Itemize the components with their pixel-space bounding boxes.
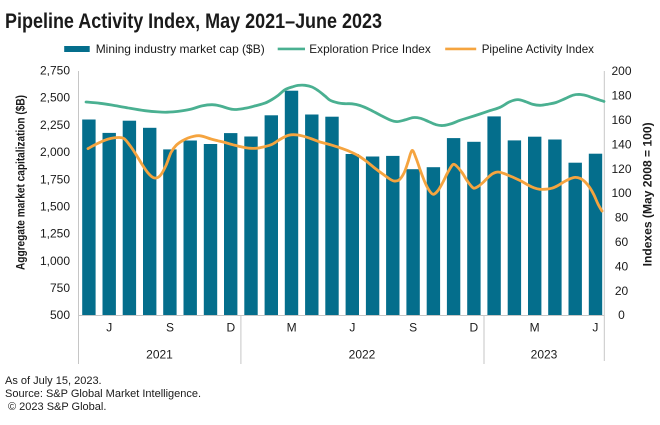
- svg-text:Source: S&P Global Market Inte: Source: S&P Global Market Intelligence.: [5, 388, 201, 400]
- svg-text:M: M: [530, 321, 540, 335]
- svg-text:2022: 2022: [349, 348, 376, 362]
- svg-text:Pipeline Activity Index: Pipeline Activity Index: [482, 42, 594, 56]
- svg-text:Aggregate market capitalizatio: Aggregate market capitalization ($B): [14, 95, 28, 270]
- svg-text:S: S: [166, 321, 174, 335]
- svg-text:1,500: 1,500: [40, 199, 70, 213]
- svg-text:200: 200: [611, 64, 631, 78]
- svg-text:1,750: 1,750: [40, 172, 70, 186]
- svg-text:© 2023 S&P Global.: © 2023 S&P Global.: [8, 401, 106, 413]
- svg-text:S: S: [409, 321, 417, 335]
- svg-text:80: 80: [615, 211, 629, 225]
- svg-text:750: 750: [50, 281, 70, 295]
- svg-text:Mining industry market cap ($B: Mining industry market cap ($B): [96, 42, 265, 56]
- svg-text:40: 40: [615, 259, 629, 273]
- svg-text:J: J: [106, 321, 112, 335]
- svg-text:140: 140: [611, 137, 631, 151]
- svg-text:Exploration Price Index: Exploration Price Index: [309, 42, 431, 56]
- svg-text:2023: 2023: [531, 348, 558, 362]
- svg-text:500: 500: [50, 308, 70, 322]
- svg-text:160: 160: [611, 113, 631, 127]
- svg-text:Pipeline Activity Index, May 2: Pipeline Activity Index, May 2021–June 2…: [5, 10, 382, 33]
- svg-text:M: M: [287, 321, 297, 335]
- svg-text:120: 120: [611, 162, 631, 176]
- svg-text:1,000: 1,000: [40, 254, 70, 268]
- svg-text:2021: 2021: [146, 348, 173, 362]
- svg-text:2,750: 2,750: [40, 64, 70, 78]
- svg-text:1,250: 1,250: [40, 227, 70, 241]
- svg-text:2,000: 2,000: [40, 145, 70, 159]
- svg-text:60: 60: [615, 235, 629, 249]
- svg-text:Indexes (May 2008 = 100): Indexes (May 2008 = 100): [641, 122, 655, 266]
- svg-text:2,250: 2,250: [40, 118, 70, 132]
- svg-text:J: J: [349, 321, 355, 335]
- svg-text:100: 100: [611, 186, 631, 200]
- svg-text:D: D: [226, 321, 235, 335]
- svg-text:0: 0: [618, 308, 625, 322]
- svg-text:2,500: 2,500: [40, 91, 70, 105]
- svg-text:D: D: [469, 321, 478, 335]
- svg-text:20: 20: [615, 284, 629, 298]
- svg-text:J: J: [592, 321, 598, 335]
- svg-text:180: 180: [611, 89, 631, 103]
- svg-text:As of July 15, 2023.: As of July 15, 2023.: [5, 375, 102, 387]
